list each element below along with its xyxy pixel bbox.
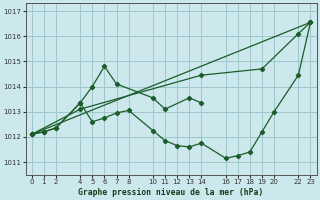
X-axis label: Graphe pression niveau de la mer (hPa): Graphe pression niveau de la mer (hPa) xyxy=(78,188,264,197)
